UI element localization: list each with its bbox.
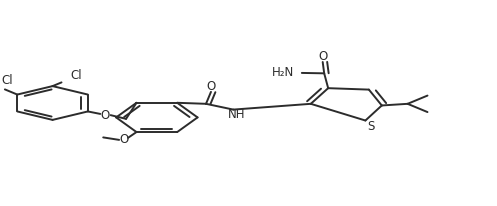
Text: O: O [100, 109, 110, 122]
Text: NH: NH [228, 108, 245, 122]
Text: Cl: Cl [71, 69, 82, 82]
Text: O: O [119, 133, 129, 146]
Text: Cl: Cl [1, 74, 13, 87]
Text: O: O [318, 50, 328, 63]
Text: S: S [368, 120, 375, 133]
Text: H₂N: H₂N [272, 66, 294, 80]
Text: O: O [206, 80, 216, 93]
